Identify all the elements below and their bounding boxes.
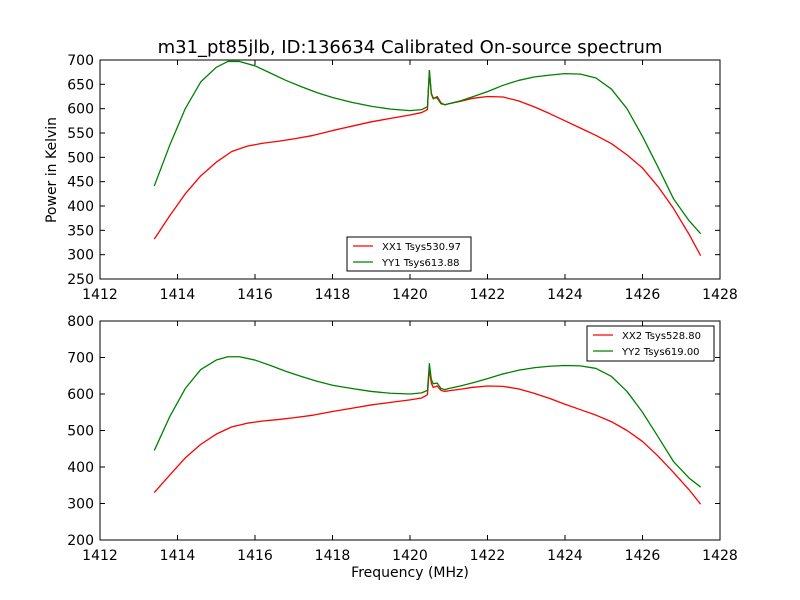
- legend-label: XX2 Tsys528.80: [622, 331, 701, 342]
- y-tick-label: 700: [67, 351, 94, 367]
- series-line-2-2: [153, 356, 702, 488]
- figure-title: m31_pt85jlb, ID:136634 Calibrated On-sou…: [158, 37, 663, 58]
- y-tick-label: 200: [67, 533, 94, 549]
- legend-box: [346, 236, 472, 272]
- y-tick-label: 250: [67, 272, 94, 288]
- x-tick-label: 1422: [470, 548, 506, 564]
- x-tick-label: 1426: [625, 548, 661, 564]
- y-tick-label: 300: [67, 497, 94, 513]
- x-axis-label: Frequency (MHz): [351, 565, 469, 581]
- y-tick-label: 800: [67, 314, 94, 330]
- series-line-2-1: [153, 367, 702, 505]
- y-tick-label: 550: [67, 126, 94, 142]
- y-tick-label: 600: [67, 387, 94, 403]
- y-tick-label: 500: [67, 150, 94, 166]
- x-tick-label: 1420: [392, 548, 428, 564]
- bottom-panel: 1412 1414 1416 1418 1420 1422 1424 1426 1428 200 3…: [67, 314, 738, 564]
- legend-1: XX1 Tsys530.97 YY1 Tsys613.88: [346, 236, 472, 272]
- legend-box: [586, 325, 715, 362]
- x-tick-label: 1428: [702, 548, 738, 564]
- series-line-1-2: [153, 60, 702, 235]
- x-tick-label: 1418: [315, 287, 351, 303]
- y-tick-label: 500: [67, 424, 94, 440]
- x-tick-label: 1416: [237, 548, 273, 564]
- x-tick-label: 1420: [392, 287, 428, 303]
- x-tick-label: 1428: [702, 287, 738, 303]
- y-tick-label: 350: [67, 223, 94, 239]
- y-axis-label: Power in Kelvin: [44, 117, 60, 223]
- y-tick-label: 300: [67, 248, 94, 264]
- y-tick-label: 400: [67, 460, 94, 476]
- x-tick-label: 1422: [470, 287, 506, 303]
- x-tick-label: 1414: [160, 287, 196, 303]
- x-tick-label: 1424: [547, 287, 583, 303]
- y-tick-label: 450: [67, 175, 94, 191]
- legend-label: XX1 Tsys530.97: [382, 242, 461, 253]
- x-tick-label: 1412: [82, 287, 118, 303]
- y-tick-label: 650: [67, 77, 94, 93]
- x-tick-label: 1424: [547, 548, 583, 564]
- x-tick-label: 1426: [625, 287, 661, 303]
- legend-label: YY1 Tsys613.88: [381, 258, 460, 269]
- x-tick-label: 1414: [160, 548, 196, 564]
- top-panel: 1412 1414 1416 1418 1420 1422 1424 1426 1428 250 3…: [67, 53, 738, 303]
- x-tick-label: 1412: [82, 548, 118, 564]
- y-tick-label: 400: [67, 199, 94, 215]
- y-tick-label: 700: [67, 53, 94, 69]
- x-tick-label: 1418: [315, 548, 351, 564]
- legend-label: YY2 Tsys619.00: [621, 347, 700, 358]
- y-tick-label: 600: [67, 102, 94, 118]
- x-tick-label: 1416: [237, 287, 273, 303]
- legend-2: XX2 Tsys528.80 YY2 Tsys619.00: [586, 325, 715, 362]
